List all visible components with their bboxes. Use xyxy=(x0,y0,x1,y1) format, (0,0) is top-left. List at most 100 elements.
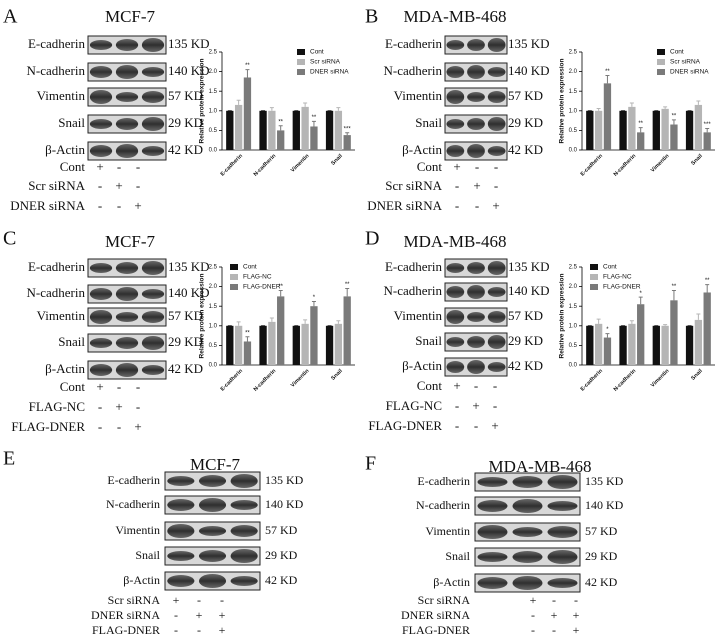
y-tick-label: 1.0 xyxy=(569,108,578,114)
panel-letter: A xyxy=(3,6,18,28)
blot-band xyxy=(230,525,258,537)
blot-band xyxy=(89,263,113,273)
blot-band xyxy=(115,65,139,79)
bar xyxy=(628,106,636,150)
error-bar xyxy=(269,317,274,322)
x-tick-label: E-cadherin xyxy=(220,153,245,178)
legend-label: FLAG-DNER xyxy=(243,284,281,291)
protein-name: Vimentin xyxy=(37,88,86,103)
y-tick-label: 1.0 xyxy=(209,323,218,329)
y-tick-label: 2.5 xyxy=(209,265,218,271)
error-bar xyxy=(605,333,610,338)
protein-name: E-cadherin xyxy=(417,474,470,488)
blot-band xyxy=(512,576,543,590)
condition-label: FLAG-NC xyxy=(29,399,85,414)
x-tick-label: Snail xyxy=(690,368,704,382)
protein-name: E-cadherin xyxy=(385,259,443,274)
x-tick-label: E-cadherin xyxy=(220,368,245,393)
error-bar xyxy=(671,290,676,301)
blot-band xyxy=(230,500,258,510)
blot-band xyxy=(198,475,227,487)
panel-letter: F xyxy=(365,453,376,475)
x-tick-label: Vimentin xyxy=(650,153,671,174)
condition-label: DNER siRNA xyxy=(10,198,85,213)
y-tick-label: 0.5 xyxy=(209,343,218,349)
y-tick-label: 1.5 xyxy=(569,89,578,95)
error-bar xyxy=(671,119,676,125)
condition-label: DNER siRNA xyxy=(367,198,442,213)
protein-name: Snail xyxy=(58,334,85,349)
blot-band xyxy=(115,337,139,349)
blot-band xyxy=(467,312,485,322)
blot-band xyxy=(89,310,113,324)
condition-sign: + xyxy=(196,608,203,622)
protein-size: 140 KD xyxy=(168,63,210,78)
protein-name: β-Actin xyxy=(45,142,85,157)
protein-name: β-Actin xyxy=(45,361,85,376)
condition-sign: - xyxy=(494,178,498,193)
condition-sign: - xyxy=(98,419,102,434)
blot-band xyxy=(141,365,165,375)
significance-mark: * xyxy=(640,291,643,297)
condition-label: Cont xyxy=(417,378,443,393)
blot-band xyxy=(467,92,485,102)
condition-sign: + xyxy=(472,398,479,413)
error-bar xyxy=(345,288,350,297)
significance-mark: ** xyxy=(638,121,643,127)
blot-band xyxy=(89,40,113,50)
blot-band xyxy=(487,91,506,103)
blot-band xyxy=(198,574,227,588)
blot-band xyxy=(467,118,485,130)
condition-label: DNER siRNA xyxy=(91,608,160,622)
protein-name: E-cadherin xyxy=(107,473,160,487)
cell-line-title: MDA-MB-468 xyxy=(489,457,592,476)
condition-sign: - xyxy=(493,378,497,393)
x-tick-label: Vimentin xyxy=(650,368,671,389)
y-tick-label: 0.0 xyxy=(569,148,578,154)
y-tick-label: 0.0 xyxy=(569,363,578,369)
condition-label: FLAG-NC xyxy=(386,398,442,413)
bar xyxy=(292,325,300,365)
error-bar xyxy=(629,102,634,107)
condition-sign: - xyxy=(174,623,178,637)
blot-band xyxy=(230,576,258,586)
blot-band xyxy=(89,338,113,348)
protein-size: 57 KD xyxy=(168,88,203,103)
blot-band xyxy=(446,310,465,324)
panel-letter: B xyxy=(365,6,378,28)
bar xyxy=(670,300,678,365)
significance-mark: * xyxy=(606,327,609,333)
x-tick-label: Snail xyxy=(690,153,704,167)
protein-name: Vimentin xyxy=(425,524,470,538)
y-tick-label: 2.0 xyxy=(209,284,218,290)
blot-band xyxy=(487,362,506,372)
protein-size: 135 KD xyxy=(508,36,550,51)
bar xyxy=(703,132,711,150)
legend-swatch xyxy=(230,274,238,280)
protein-name: Vimentin xyxy=(37,308,86,323)
protein-size: 29 KD xyxy=(508,333,543,348)
cell-line-title: MCF-7 xyxy=(105,7,156,26)
legend-label: Cont xyxy=(243,264,257,271)
condition-sign: - xyxy=(494,159,498,174)
condition-sign: - xyxy=(136,399,140,414)
condition-sign: + xyxy=(573,608,580,622)
panel-letter: E xyxy=(3,448,15,470)
legend-label: FLAG-NC xyxy=(243,274,272,281)
blot-band xyxy=(89,90,113,104)
bar xyxy=(594,110,603,150)
blot-band xyxy=(115,144,139,158)
condition-sign: - xyxy=(98,198,102,213)
protein-size: 135 KD xyxy=(585,474,624,488)
blot-band xyxy=(477,500,508,512)
protein-name: β-Actin xyxy=(433,575,470,589)
error-bar xyxy=(278,125,283,131)
blot-band xyxy=(467,336,485,348)
significance-mark: ** xyxy=(278,284,283,290)
x-tick-label: N-cadherin xyxy=(613,368,638,393)
protein-size: 42 KD xyxy=(508,358,543,373)
bar xyxy=(586,110,594,150)
protein-name: N-cadherin xyxy=(416,498,470,512)
bar xyxy=(301,323,309,365)
error-bar xyxy=(696,100,701,105)
